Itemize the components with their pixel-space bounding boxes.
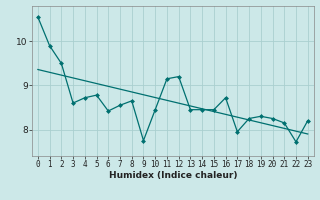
X-axis label: Humidex (Indice chaleur): Humidex (Indice chaleur) <box>108 171 237 180</box>
